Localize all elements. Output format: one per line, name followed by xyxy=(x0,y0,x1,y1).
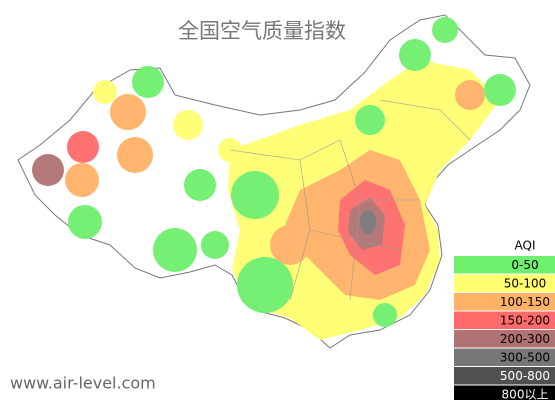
region-orange xyxy=(270,225,310,265)
legend-label: 0-50 xyxy=(511,258,538,272)
region-gray xyxy=(360,210,376,234)
legend-swatch xyxy=(454,348,555,366)
legend-label: 100-150 xyxy=(500,295,550,309)
region-green xyxy=(231,171,279,219)
province-borders xyxy=(229,99,471,301)
legend-label: 200-300 xyxy=(500,332,550,346)
map-title: 全国空气质量指数 xyxy=(178,19,346,43)
legend-label: 300-500 xyxy=(500,350,550,364)
legend-title: AQI xyxy=(515,239,536,253)
region-yellow xyxy=(93,80,117,104)
region-green xyxy=(484,74,516,106)
legend-swatch xyxy=(454,256,555,274)
region-green xyxy=(132,66,164,98)
region-orange xyxy=(65,163,99,197)
region-green xyxy=(68,205,102,239)
legend-swatch xyxy=(454,311,555,329)
region-green xyxy=(432,17,458,43)
legend-swatch xyxy=(454,274,555,292)
legend-label: 800以上 xyxy=(502,387,549,400)
region-green xyxy=(184,169,216,201)
legend-swatch xyxy=(454,293,555,311)
legend-label: 150-200 xyxy=(500,313,550,327)
region-green xyxy=(399,39,431,71)
legend-label: 500-800 xyxy=(500,369,550,383)
region-orange xyxy=(110,94,146,130)
region-orange xyxy=(117,137,153,173)
legend-swatch xyxy=(454,385,555,400)
region-orange xyxy=(455,80,485,110)
region-green xyxy=(201,231,229,259)
china-map xyxy=(17,14,531,349)
legend-swatch xyxy=(454,330,555,348)
region-green xyxy=(355,105,385,135)
region-red xyxy=(67,131,99,163)
region-dark xyxy=(32,154,64,186)
region-green xyxy=(153,228,197,272)
region-green xyxy=(237,257,293,313)
region-green xyxy=(373,303,397,327)
legend: AQI 0-50 50-100 100-150 150-200 200-300 300-5… xyxy=(452,236,555,400)
watermark: www.air-level.com xyxy=(10,374,156,393)
region-yellow xyxy=(173,110,203,140)
legend-swatch xyxy=(454,367,555,385)
legend-label: 50-100 xyxy=(504,276,547,290)
